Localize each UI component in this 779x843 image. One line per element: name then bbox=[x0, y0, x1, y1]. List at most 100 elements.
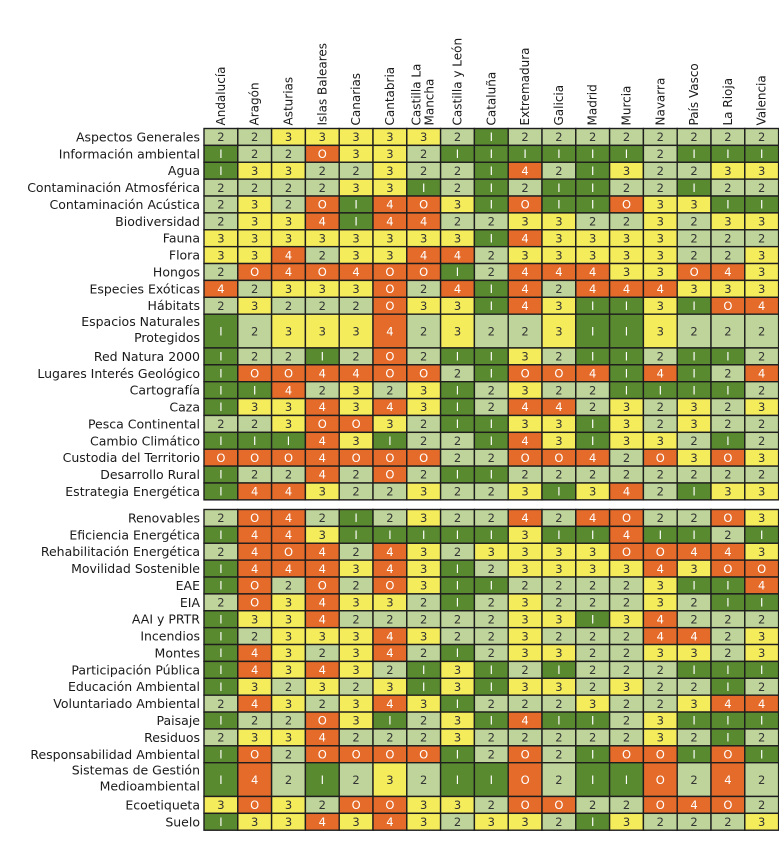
cell-value-label: 3 bbox=[521, 815, 528, 829]
cell-value-label: 2 bbox=[285, 680, 292, 694]
cell-value-label: 3 bbox=[555, 646, 562, 660]
cell-value-label: 3 bbox=[217, 798, 224, 812]
cell-value-label: 3 bbox=[352, 181, 359, 195]
cell-value-label: 3 bbox=[319, 485, 326, 499]
cell-value-label: 4 bbox=[521, 400, 528, 414]
column-header-label: Valencia bbox=[755, 75, 769, 125]
cell-value-label: 2 bbox=[657, 417, 664, 431]
cell-value-label: 2 bbox=[657, 485, 664, 499]
cell-value-label: O bbox=[250, 798, 259, 812]
cell-value-label: 4 bbox=[623, 485, 630, 499]
cell-value-label: I bbox=[456, 383, 459, 397]
row-label: Responsabilidad Ambiental bbox=[30, 747, 200, 762]
column-header-label: Asturias bbox=[282, 77, 296, 126]
cell-value-label: 2 bbox=[758, 231, 765, 245]
cell-value-label: 2 bbox=[555, 697, 562, 711]
cell-value-label: 2 bbox=[724, 612, 731, 626]
cell-value-label: I bbox=[591, 181, 594, 195]
cell-value-label: 3 bbox=[454, 231, 461, 245]
cell-value-label: I bbox=[219, 383, 222, 397]
row-label: Cambio Climático bbox=[90, 433, 200, 448]
cell-value-label: 3 bbox=[623, 680, 630, 694]
cell-value-label: I bbox=[456, 400, 459, 414]
cell-value-label: 2 bbox=[454, 815, 461, 829]
cell-value-label: 4 bbox=[319, 400, 326, 414]
cell-value-label: 3 bbox=[420, 130, 427, 144]
cell-value-label: 3 bbox=[285, 646, 292, 660]
cell-value-label: 2 bbox=[657, 697, 664, 711]
cell-value-label: 3 bbox=[488, 815, 495, 829]
cell-value-label: 2 bbox=[690, 215, 697, 229]
cell-value-label: 3 bbox=[454, 680, 461, 694]
cell-value-label: 4 bbox=[724, 773, 731, 787]
cell-value-label: 3 bbox=[521, 350, 528, 364]
cell-value-label: 4 bbox=[758, 366, 765, 380]
cell-value-label: I bbox=[456, 596, 459, 610]
cell-value-label: 2 bbox=[589, 646, 596, 660]
row-label: Protegidos bbox=[134, 330, 200, 345]
row-label: Biodiversidad bbox=[115, 214, 200, 229]
cell-value-label: 4 bbox=[319, 468, 326, 482]
cell-value-label: 3 bbox=[386, 181, 393, 195]
cell-value-label: 3 bbox=[521, 612, 528, 626]
cell-value-label: 2 bbox=[690, 164, 697, 178]
cell-value-label: I bbox=[557, 714, 560, 728]
cell-value-label: O bbox=[385, 798, 394, 812]
column-header-label: Aragón bbox=[248, 82, 262, 125]
cell-value-label: 3 bbox=[623, 248, 630, 262]
cell-value-label: 3 bbox=[454, 299, 461, 313]
cell-value-label: 2 bbox=[623, 663, 630, 677]
cell-value-label: 3 bbox=[758, 265, 765, 279]
cell-value-label: 2 bbox=[488, 612, 495, 626]
heatmap-cell bbox=[642, 762, 678, 798]
cell-value-label: I bbox=[557, 198, 560, 212]
cell-value-label: 3 bbox=[217, 231, 224, 245]
cell-value-label: I bbox=[726, 663, 729, 677]
cell-value-label: 2 bbox=[386, 485, 393, 499]
cell-value-label: 2 bbox=[386, 612, 393, 626]
cell-value-label: 2 bbox=[623, 731, 630, 745]
cell-value-label: 4 bbox=[285, 383, 292, 397]
cell-value-label: I bbox=[456, 773, 459, 787]
cell-value-label: O bbox=[352, 747, 361, 761]
cell-value-label: I bbox=[422, 663, 425, 677]
cell-value-label: 4 bbox=[657, 562, 664, 576]
row-label: Eficiencia Energética bbox=[69, 527, 200, 542]
cell-value-label: 4 bbox=[724, 545, 731, 559]
cell-value-label: I bbox=[557, 181, 560, 195]
cell-value-label: 3 bbox=[285, 815, 292, 829]
cell-value-label: 2 bbox=[488, 562, 495, 576]
cell-value-label: 3 bbox=[454, 324, 461, 338]
cell-value-label: 4 bbox=[657, 366, 664, 380]
cell-value-label: 3 bbox=[285, 164, 292, 178]
cell-value-label: 4 bbox=[386, 324, 393, 338]
cell-value-label: 3 bbox=[690, 697, 697, 711]
cell-value-label: I bbox=[456, 528, 459, 542]
row-label: EIA bbox=[180, 595, 201, 610]
cell-value-label: 2 bbox=[724, 417, 731, 431]
column-header-label: Islas Baleares bbox=[315, 43, 329, 126]
row-label: Estrategia Energética bbox=[65, 484, 200, 499]
cell-value-label: I bbox=[557, 663, 560, 677]
cell-value-label: 3 bbox=[420, 231, 427, 245]
cell-value-label: 3 bbox=[690, 646, 697, 660]
cell-value-label: 3 bbox=[555, 562, 562, 576]
cell-value-label: 2 bbox=[657, 511, 664, 525]
cell-value-label: 3 bbox=[657, 731, 664, 745]
cell-value-label: 3 bbox=[386, 164, 393, 178]
cell-value-label: 3 bbox=[285, 324, 292, 338]
cell-value-label: 2 bbox=[285, 350, 292, 364]
cell-value-label: 2 bbox=[657, 468, 664, 482]
cell-value-label: 2 bbox=[352, 299, 359, 313]
cell-value-label: 2 bbox=[521, 579, 528, 593]
cell-value-label: 2 bbox=[589, 468, 596, 482]
cell-value-label: 2 bbox=[758, 434, 765, 448]
cell-value-label: 2 bbox=[623, 451, 630, 465]
cell-value-label: 2 bbox=[521, 731, 528, 745]
cell-value-label: 3 bbox=[555, 324, 562, 338]
cell-value-label: 3 bbox=[251, 815, 258, 829]
cell-value-label: 2 bbox=[623, 714, 630, 728]
cell-value-label: 3 bbox=[352, 596, 359, 610]
cell-value-label: I bbox=[692, 714, 695, 728]
cell-value-label: 3 bbox=[420, 485, 427, 499]
